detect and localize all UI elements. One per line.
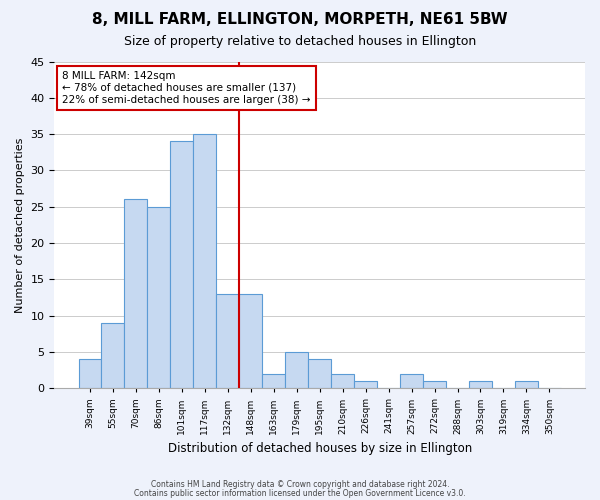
Bar [170, 142, 193, 388]
Text: 8 MILL FARM: 142sqm
← 78% of detached houses are smaller (137)
22% of semi-detac: 8 MILL FARM: 142sqm ← 78% of detached ho… [62, 72, 311, 104]
Text: Contains HM Land Registry data © Crown copyright and database right 2024.: Contains HM Land Registry data © Crown c… [151, 480, 449, 489]
Bar [101, 323, 124, 388]
Bar [239, 294, 262, 388]
Bar [469, 381, 492, 388]
X-axis label: Distribution of detached houses by size in Ellington: Distribution of detached houses by size … [167, 442, 472, 455]
Bar [354, 381, 377, 388]
Bar [79, 359, 101, 388]
Text: Size of property relative to detached houses in Ellington: Size of property relative to detached ho… [124, 35, 476, 48]
Bar [148, 206, 170, 388]
Bar [308, 359, 331, 388]
Bar [423, 381, 446, 388]
Text: 8, MILL FARM, ELLINGTON, MORPETH, NE61 5BW: 8, MILL FARM, ELLINGTON, MORPETH, NE61 5… [92, 12, 508, 28]
Y-axis label: Number of detached properties: Number of detached properties [15, 137, 25, 312]
Bar [193, 134, 217, 388]
Bar [515, 381, 538, 388]
Bar [262, 374, 285, 388]
Bar [124, 200, 148, 388]
Bar [331, 374, 354, 388]
Text: Contains public sector information licensed under the Open Government Licence v3: Contains public sector information licen… [134, 488, 466, 498]
Bar [217, 294, 239, 388]
Bar [285, 352, 308, 389]
Bar [400, 374, 423, 388]
